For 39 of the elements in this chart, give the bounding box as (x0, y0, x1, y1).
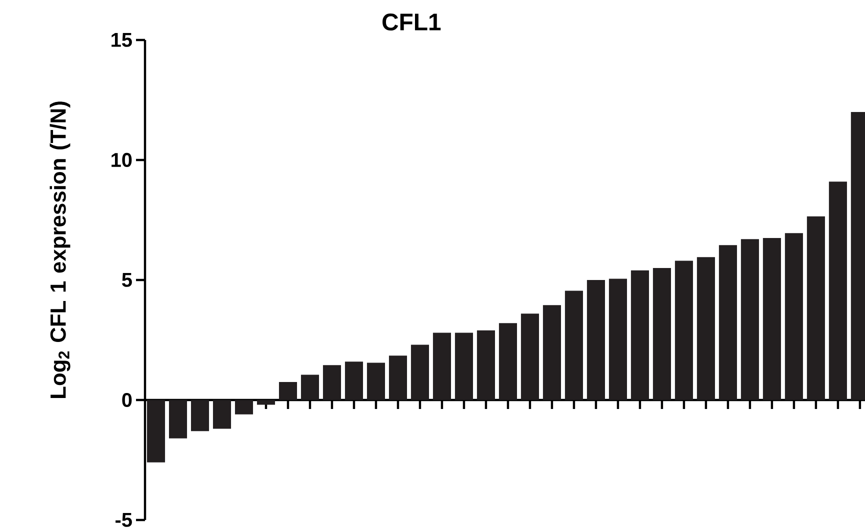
bar (322, 365, 342, 400)
bar (212, 400, 232, 429)
bar (696, 257, 715, 400)
bar (762, 238, 781, 400)
bar (652, 268, 671, 400)
bar (806, 216, 825, 400)
bar (388, 356, 408, 400)
y-tick-label: 0 (122, 392, 132, 408)
y-tick-label: 10 (112, 152, 132, 168)
bar (146, 400, 166, 462)
bar (432, 332, 452, 400)
bar (190, 400, 210, 432)
y-axis-title: Log$_{2}$ CFL 1 expression (T/N) (50, 102, 70, 398)
bar (410, 344, 430, 400)
bar (168, 400, 188, 438)
y-tick-label: 15 (112, 33, 132, 47)
bar (520, 314, 539, 400)
bar (674, 260, 693, 400)
bar (784, 233, 803, 400)
bar (630, 270, 649, 400)
bar (828, 182, 847, 400)
bar (608, 278, 627, 400)
bar (564, 290, 583, 400)
bar (740, 239, 759, 400)
bar (278, 382, 298, 400)
bar (586, 280, 605, 400)
bar (498, 323, 517, 400)
bar (234, 400, 254, 414)
bar (300, 374, 320, 400)
y-tick-label: -5 (116, 513, 132, 527)
bar (718, 245, 737, 400)
bar (476, 330, 495, 400)
bar (366, 362, 386, 400)
y-tick-label: 5 (122, 273, 132, 287)
chart-title: CFL1 (382, 14, 441, 30)
bar (454, 332, 473, 400)
bar (256, 400, 276, 405)
bar (542, 305, 561, 400)
bar (344, 362, 364, 400)
